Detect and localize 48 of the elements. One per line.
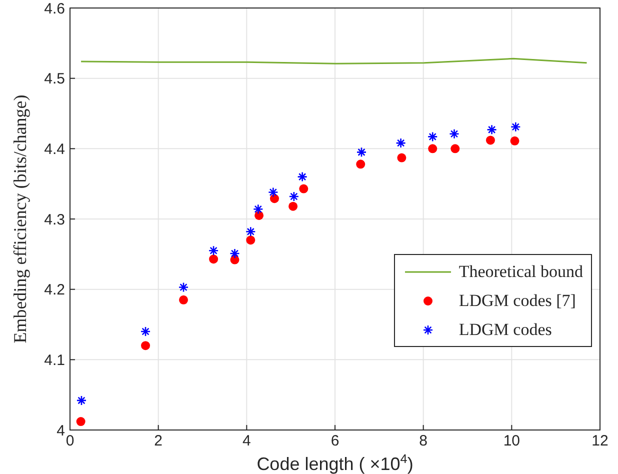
point xyxy=(268,187,278,198)
x-tick-label: 12 xyxy=(592,432,608,450)
x-axis-title: Code length ( ×10$^{4}$) xyxy=(256,452,414,474)
x-tick-label: 2 xyxy=(154,432,163,450)
legend-label: Theoretical bound xyxy=(458,262,583,282)
point xyxy=(486,124,497,135)
point xyxy=(288,191,300,202)
y-tick-label: 4.1 xyxy=(44,352,65,369)
point xyxy=(486,136,495,145)
point xyxy=(449,128,460,140)
legend-label: LDGM codes xyxy=(458,320,552,340)
point xyxy=(179,295,188,304)
x-tick-label: 6 xyxy=(330,432,340,450)
point xyxy=(76,395,87,406)
point xyxy=(510,122,521,132)
x-tick-label: 8 xyxy=(419,432,428,450)
x-tick-label: 4 xyxy=(242,432,251,450)
point xyxy=(76,417,86,426)
point xyxy=(299,184,308,194)
point xyxy=(141,341,150,350)
point xyxy=(450,144,460,154)
point xyxy=(253,204,264,214)
point xyxy=(209,254,218,264)
x-tick-label: 10 xyxy=(503,432,520,450)
y-axis-title: Embeding efficiency (bits/change) xyxy=(10,94,30,344)
y-tick-label: 4.3 xyxy=(44,211,65,228)
y-tick-label: 4.6 xyxy=(44,0,65,18)
point xyxy=(208,246,219,256)
point xyxy=(510,136,520,146)
point xyxy=(246,236,256,245)
point xyxy=(397,153,406,162)
point xyxy=(254,210,264,220)
legend-label: LDGM codes [7] xyxy=(458,290,576,310)
point xyxy=(396,138,406,148)
point xyxy=(140,326,151,337)
point xyxy=(427,132,438,142)
y-tick-label: 4.5 xyxy=(44,70,65,88)
point xyxy=(230,248,240,259)
point xyxy=(356,160,366,169)
point xyxy=(178,282,189,292)
y-tick-label: 4.4 xyxy=(44,140,65,158)
point xyxy=(428,144,438,154)
x-tick-label: 0 xyxy=(66,432,74,450)
y-tick-label: 4.2 xyxy=(44,282,65,299)
point xyxy=(356,147,367,158)
point xyxy=(288,202,298,211)
point xyxy=(245,226,256,237)
point xyxy=(297,172,308,182)
